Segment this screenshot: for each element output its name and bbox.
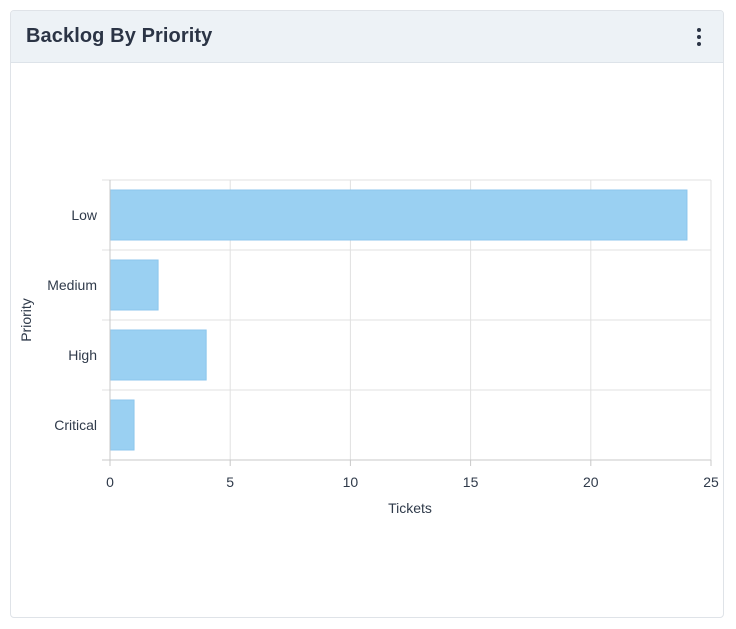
x-tick-label: 0 — [106, 474, 114, 490]
y-tick-label: Critical — [54, 417, 97, 433]
card-header: Backlog By Priority — [11, 11, 723, 63]
x-tick-label: 25 — [703, 474, 719, 490]
y-tick-label: Medium — [47, 277, 97, 293]
bar-low — [110, 189, 688, 241]
bar-high — [110, 329, 207, 381]
kebab-menu-icon[interactable] — [689, 24, 709, 50]
y-tick-label: High — [68, 347, 97, 363]
kebab-dot — [697, 41, 701, 46]
y-tick-label: Low — [71, 207, 98, 223]
y-axis-title: Priority — [18, 298, 34, 342]
bar-critical — [110, 399, 135, 451]
chart-card: Backlog By Priority — [10, 10, 724, 618]
x-axis-title: Tickets — [388, 500, 432, 516]
x-tick-label: 15 — [463, 474, 479, 490]
bar-medium — [110, 259, 159, 311]
kebab-dot — [697, 27, 701, 32]
label-layer: 0 5 10 15 20 25 Low Medium High Critical — [47, 207, 719, 490]
axis-layer — [102, 180, 712, 466]
card-title: Backlog By Priority — [26, 25, 213, 47]
kebab-dot — [697, 34, 701, 39]
x-tick-label: 10 — [343, 474, 359, 490]
x-tick-label: 5 — [226, 474, 234, 490]
x-tick-label: 20 — [583, 474, 599, 490]
